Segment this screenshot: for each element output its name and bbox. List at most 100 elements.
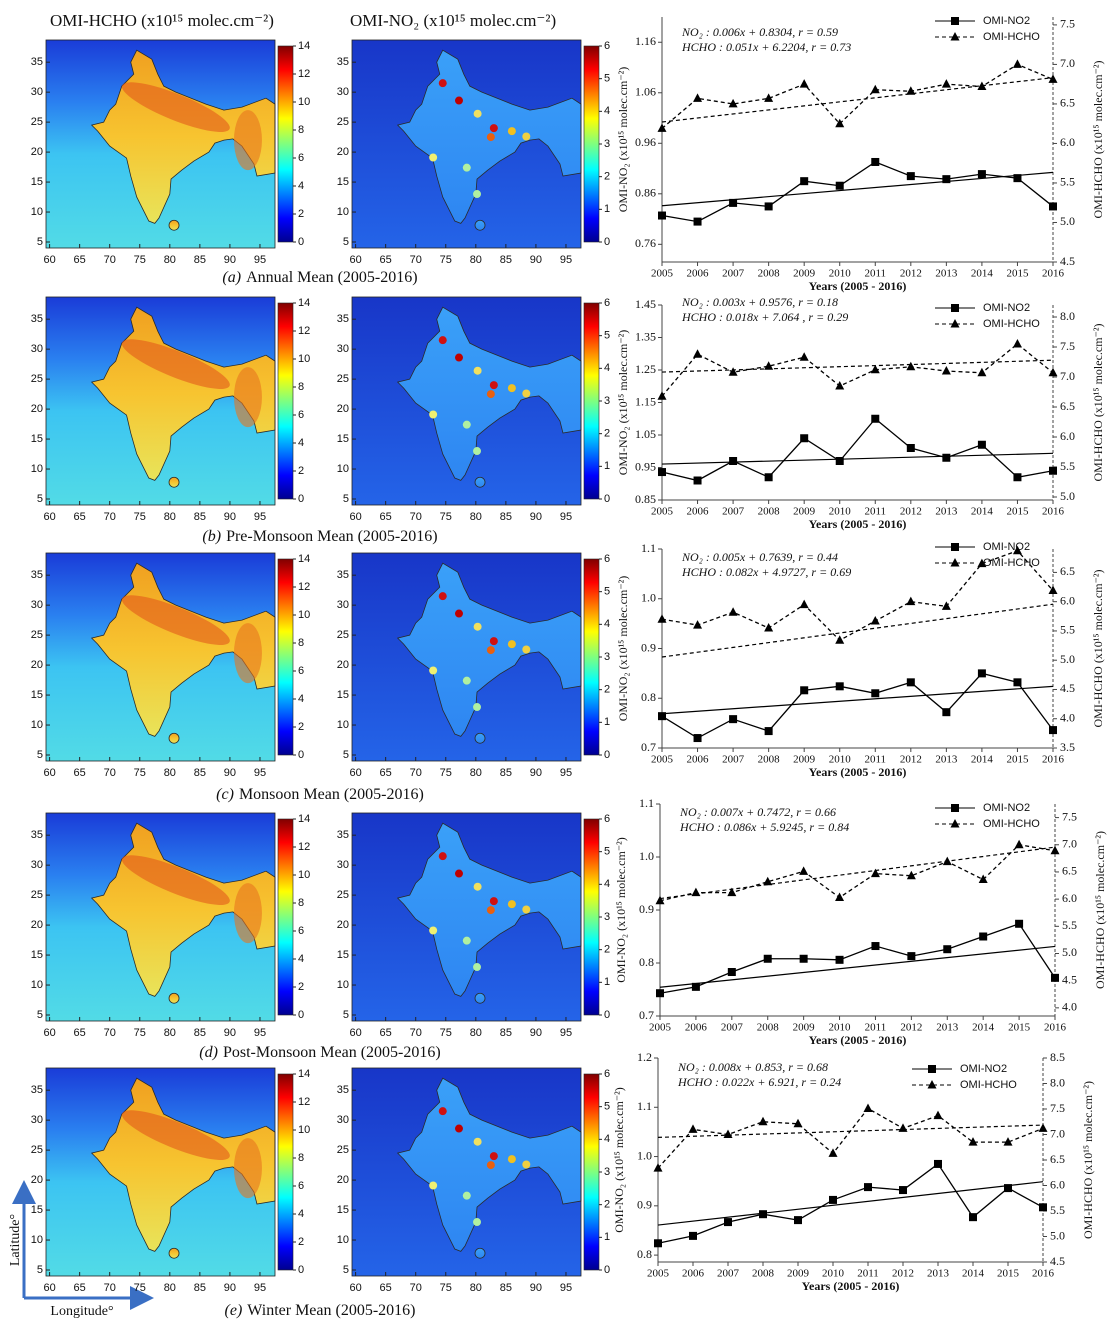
map-x-tick-label: 60 xyxy=(349,1027,361,1039)
map-x-tick-label: 70 xyxy=(410,1282,422,1294)
y-tick-label: 0.9 xyxy=(641,640,656,654)
map-y-tick-label: 20 xyxy=(31,146,43,158)
y2-tick-label: 5.5 xyxy=(1062,918,1077,932)
map-x-tick-label: 75 xyxy=(440,767,452,779)
marker xyxy=(1003,1137,1013,1146)
y2-tick-label: 6.5 xyxy=(1050,1152,1065,1166)
hotspot xyxy=(473,366,482,375)
marker xyxy=(951,543,959,551)
series-line xyxy=(659,922,1056,994)
y-tick-label: 1.1 xyxy=(641,541,656,555)
hotspot xyxy=(486,646,495,655)
igp-band xyxy=(121,82,230,132)
y-tick-label: 1.2 xyxy=(637,1050,652,1064)
legend-label: OMI-HCHO xyxy=(983,557,1040,569)
hotspot xyxy=(522,645,531,654)
hotspot xyxy=(507,127,516,136)
map-y-tick-label: 5 xyxy=(37,1009,43,1021)
x-tick-label: 2010 xyxy=(829,268,852,280)
map-x-tick-label: 70 xyxy=(104,1027,116,1039)
regression-annotation: HCHO : 0.018x + 7.064 , r = 0.29 xyxy=(681,310,848,324)
map-frame xyxy=(45,552,276,762)
colorbar-tick-label: 5 xyxy=(604,330,610,342)
sri-lanka xyxy=(474,219,486,231)
marker xyxy=(693,620,703,629)
y2-tick-label: 8.5 xyxy=(1050,1050,1065,1064)
legend-label: OMI-NO2 xyxy=(983,541,1030,553)
map-x-tick-label: 60 xyxy=(349,1282,361,1294)
y-axis-label: OMI-NO₂ (x10¹⁵ molec.cm⁻²) xyxy=(616,330,630,476)
map-y-tick-label: 10 xyxy=(31,463,43,475)
colorbar-tick-label: 8 xyxy=(298,124,304,136)
map-x-tick-label: 65 xyxy=(74,1282,86,1294)
caption: (d) Post-Monsoon Mean (2005-2016) xyxy=(199,1044,440,1061)
map-y-tick-label: 25 xyxy=(31,889,43,901)
map-x-tick-label: 85 xyxy=(194,1282,206,1294)
x-tick-label: 2006 xyxy=(687,754,710,766)
x-tick-label: 2010 xyxy=(829,1022,852,1034)
marker xyxy=(759,1210,767,1219)
map-x-tick-label: 95 xyxy=(254,1282,266,1294)
map-x-tick-label: 65 xyxy=(380,1282,392,1294)
marker xyxy=(764,93,774,102)
hotspot xyxy=(473,963,482,972)
y-tick-label: 0.8 xyxy=(641,690,656,704)
colorbar-tick-label: 8 xyxy=(298,637,304,649)
y-tick-label: 1.25 xyxy=(635,362,656,376)
x-tick-label: 2014 xyxy=(962,1268,985,1280)
marker xyxy=(657,391,667,400)
marker xyxy=(1015,919,1024,928)
regression-annotation: NO₂ : 0.003x + 0.9576, r = 0.18 xyxy=(681,295,838,309)
hotspot xyxy=(438,852,447,861)
map-y-tick-label: 20 xyxy=(31,1174,43,1186)
y-axis-label: OMI-NO₂ (x10¹⁵ molec.cm⁻²) xyxy=(614,837,628,983)
map-y-tick-label: 25 xyxy=(31,629,43,641)
map-x-tick-label: 80 xyxy=(470,511,482,523)
map-x-tick-label: 65 xyxy=(380,254,392,266)
sri-lanka xyxy=(168,732,180,744)
map-y-tick-label: 25 xyxy=(337,629,349,641)
colorbar-tick-label: 4 xyxy=(604,618,610,630)
marker xyxy=(758,1116,768,1126)
map-y-tick-label: 30 xyxy=(31,343,43,355)
trend-line xyxy=(657,1124,1044,1139)
map-x-tick-label: 75 xyxy=(134,511,146,523)
x-tick-label: 2015 xyxy=(1006,754,1029,766)
map-x-tick-label: 60 xyxy=(43,767,55,779)
map-y-tick-label: 30 xyxy=(31,599,43,611)
series-line xyxy=(657,1107,1044,1169)
colorbar-tick-label: 0 xyxy=(298,236,304,248)
map-x-tick-label: 95 xyxy=(254,254,266,266)
colorbar-tick-label: 0 xyxy=(604,1009,610,1021)
marker xyxy=(863,1103,873,1112)
trend-line xyxy=(661,603,1054,658)
colorbar-tick-label: 6 xyxy=(298,1180,304,1192)
hotspot xyxy=(429,926,438,935)
marker xyxy=(950,319,960,328)
y-tick-label: 1.15 xyxy=(635,394,656,408)
y-tick-label: 1.1 xyxy=(639,796,654,810)
y2-tick-label: 6.0 xyxy=(1060,429,1075,443)
sri-lanka xyxy=(474,732,486,744)
marker xyxy=(871,689,880,698)
marker xyxy=(728,367,738,376)
marker xyxy=(1014,839,1024,849)
map-x-tick-label: 75 xyxy=(134,1282,146,1294)
x-tick-label: 2010 xyxy=(829,506,852,518)
colorbar-tick-label: 2 xyxy=(604,684,610,696)
marker xyxy=(1012,59,1022,68)
regression-annotation: NO₂ : 0.007x + 0.7472, r = 0.66 xyxy=(679,805,836,819)
marker xyxy=(977,558,987,568)
x-tick-label: 2008 xyxy=(758,506,781,518)
x-tick-label: 2014 xyxy=(971,268,994,280)
map-x-tick-label: 90 xyxy=(224,1027,236,1039)
regression-annotation: NO₂ : 0.006x + 0.8304, r = 0.59 xyxy=(681,25,838,39)
x-axis-label: Years (2005 - 2016) xyxy=(809,279,907,293)
hotspot xyxy=(522,905,531,914)
colorbar xyxy=(583,818,600,1016)
map-frame xyxy=(351,812,582,1022)
hotspot xyxy=(438,336,447,345)
map-x-tick-label: 75 xyxy=(440,1282,452,1294)
caption-label: (b) xyxy=(202,528,221,545)
marker xyxy=(729,715,738,724)
